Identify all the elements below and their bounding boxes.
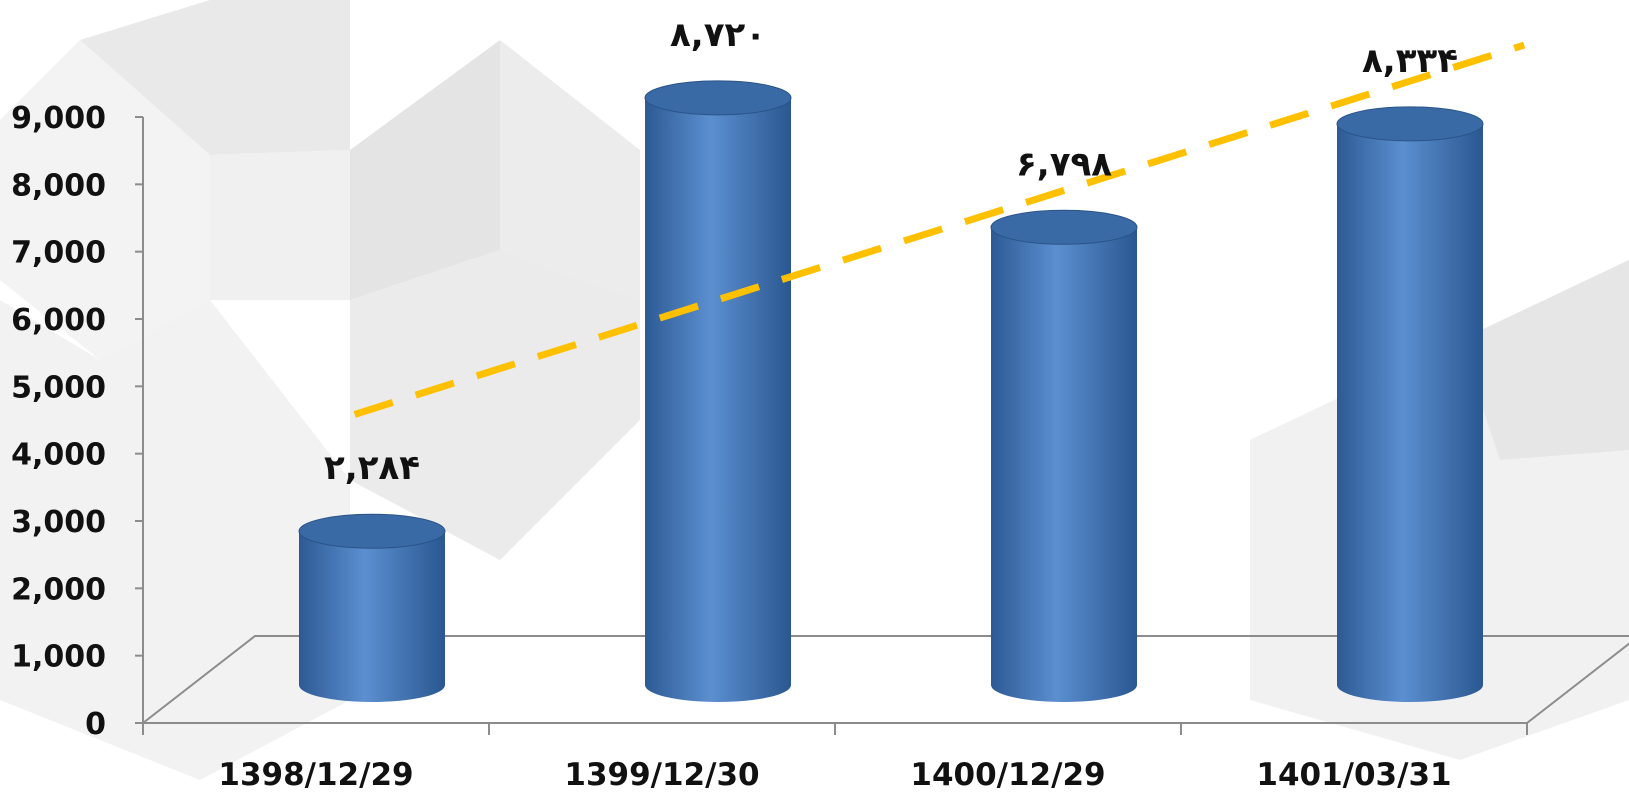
y-tick-label: 3,000 [11, 505, 106, 540]
y-tick-label: 8,000 [11, 168, 106, 203]
bar [644, 80, 792, 702]
y-tick-label: 2,000 [11, 572, 106, 607]
bar-body [645, 97, 791, 702]
data-label: ۲,۲۸۴ [324, 448, 420, 488]
bg-shape [350, 40, 500, 300]
bg-shape [1460, 260, 1629, 460]
x-tick-label: 1401/03/31 [1256, 757, 1451, 792]
data-label: ۸,۳۳۴ [1362, 41, 1458, 81]
bar-body [991, 227, 1137, 702]
bar-top [298, 513, 446, 549]
bar [990, 209, 1138, 702]
bg-shape [350, 250, 640, 560]
y-axis: 0 1,000 2,000 3,000 4,000 5,000 6,000 7,000 8,00… [11, 101, 144, 742]
bg-shape [0, 300, 350, 780]
data-labels: ۲,۲۸۴ ۸,۷۲۰ ۶,۷۹۸ ۸,۳۳۴ [324, 15, 1458, 488]
bg-shape [210, 150, 350, 300]
y-tick-label: 9,000 [11, 101, 106, 136]
x-tick-label: 1399/12/30 [564, 757, 759, 792]
bar-body [299, 531, 445, 702]
y-tick-label: 5,000 [11, 370, 106, 405]
y-tick-label: 7,000 [11, 236, 106, 271]
y-tick-label: 1,000 [11, 640, 106, 675]
x-tick-label: 1398/12/29 [218, 757, 413, 792]
bar-top [990, 209, 1138, 245]
bar-body [1337, 123, 1483, 703]
data-label: ۸,۷۲۰ [670, 15, 766, 55]
bar [1336, 106, 1484, 703]
y-tick-label: 6,000 [11, 303, 106, 338]
trendline [353, 41, 1526, 418]
trendline-line [353, 41, 1526, 418]
bar [298, 513, 446, 702]
bar-top [644, 80, 792, 116]
bg-shape [0, 40, 210, 360]
y-tick-label: 4,000 [11, 438, 106, 473]
x-axis: 1398/12/29 1399/12/30 1400/12/29 1401/03/31 [142, 722, 1528, 792]
y-tick-label: 0 [85, 707, 106, 742]
bar-top [1336, 106, 1484, 142]
x-tick-label: 1400/12/29 [910, 757, 1105, 792]
bg-shape [80, 0, 350, 155]
bg-shape [500, 40, 640, 300]
data-label: ۶,۷۹۸ [1016, 144, 1112, 184]
chart-floor [142, 635, 1629, 724]
floor-outline [142, 635, 1629, 724]
bar-series [298, 80, 1484, 703]
